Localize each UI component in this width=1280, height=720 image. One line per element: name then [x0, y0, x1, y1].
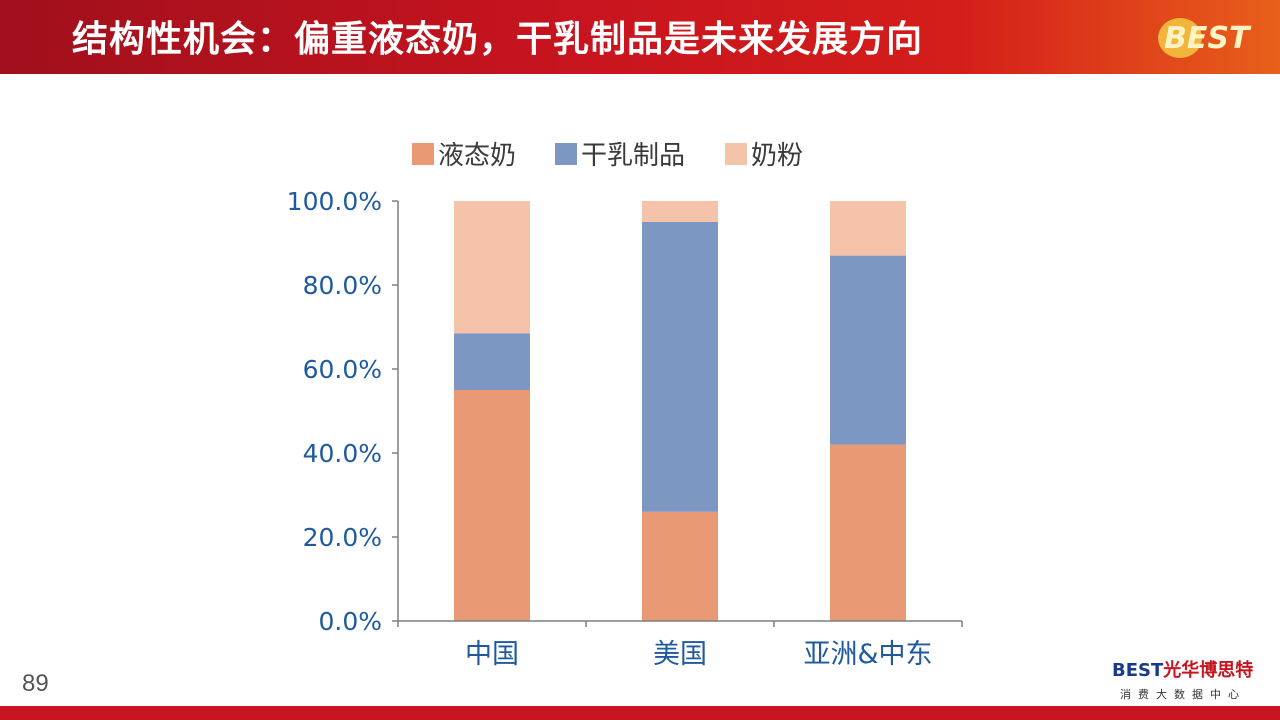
legend-swatch	[555, 143, 577, 165]
y-tick-label: 0.0%	[318, 607, 382, 636]
legend-swatch	[412, 143, 434, 165]
bar-segment	[830, 255, 906, 445]
logo-text: BEST	[1164, 21, 1252, 56]
brand-name: BEST光华博思特	[1112, 656, 1253, 682]
y-tick-label: 60.0%	[303, 355, 382, 384]
best-logo: BEST	[1158, 18, 1252, 58]
legend-label: 奶粉	[751, 141, 803, 171]
bar-segment	[454, 201, 530, 334]
x-tick-label: 美国	[653, 639, 707, 670]
legend-label: 液态奶	[438, 141, 516, 171]
legend-label: 干乳制品	[581, 141, 685, 171]
bar-segment	[642, 201, 718, 222]
brand-en: BEST	[1112, 660, 1164, 681]
bar-segment	[830, 444, 906, 621]
bar-segment	[454, 390, 530, 621]
bar-segment	[454, 333, 530, 390]
brand-subtitle: 消费大数据中心	[1120, 688, 1246, 701]
x-tick-label: 中国	[465, 639, 519, 670]
footer-bar	[0, 706, 1280, 720]
page-number: 89	[22, 670, 49, 697]
brand-logo: BEST光华博思特 消费大数据中心	[1112, 656, 1272, 706]
legend-swatch	[725, 143, 747, 165]
x-tick-label: 亚洲&中东	[803, 639, 932, 670]
y-tick-label: 80.0%	[303, 271, 382, 300]
y-tick-label: 40.0%	[303, 439, 382, 468]
y-tick-label: 100.0%	[287, 187, 382, 216]
header-bar: 结构性机会：偏重液态奶，干乳制品是未来发展方向 BEST	[0, 0, 1280, 74]
brand-cn: 光华博思特	[1163, 660, 1254, 681]
y-tick-label: 20.0%	[303, 523, 382, 552]
bar-segment	[642, 222, 718, 512]
bar-segment	[642, 511, 718, 621]
slide-title: 结构性机会：偏重液态奶，干乳制品是未来发展方向	[72, 19, 924, 60]
bar-segment	[830, 201, 906, 256]
